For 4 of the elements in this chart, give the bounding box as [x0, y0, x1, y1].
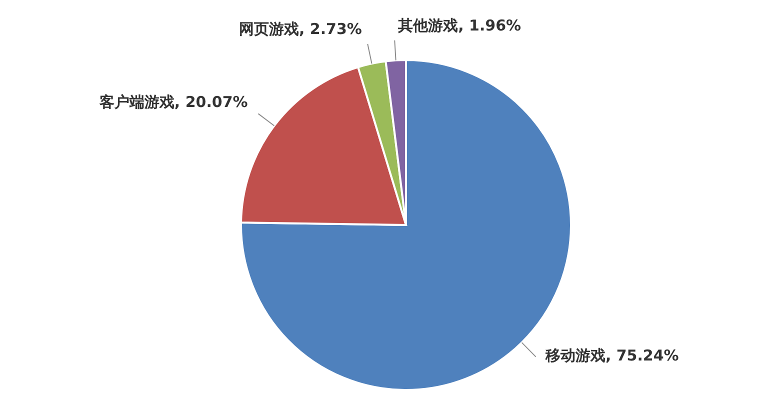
slice-label: 其他游戏, 1.96%: [397, 16, 522, 34]
slice-label: 移动游戏, 75.24%: [544, 346, 679, 364]
slice-label: 网页游戏, 2.73%: [239, 20, 362, 38]
slice-label: 客户端游戏, 20.07%: [98, 92, 248, 111]
